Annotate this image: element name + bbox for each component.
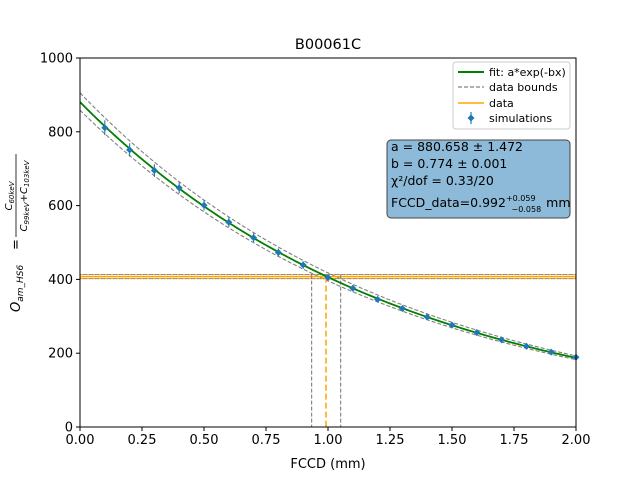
x-axis-label: FCCD (mm) [290, 457, 365, 472]
y-axis-ticks: 0 200 400 600 800 1000 [40, 52, 80, 436]
annotation-fccd: FCCD_data=0.992+0.059 −0.058 mm [391, 194, 571, 214]
x-tick-label: 1.50 [438, 433, 467, 448]
fit-upper-bound [79, 92, 577, 357]
x-axis-ticks: 0.00 0.25 0.50 0.75 1.00 1.25 1.50 1.75 2.00 [66, 427, 591, 448]
simulation-point [299, 261, 307, 269]
y-tick-label: 200 [48, 347, 73, 362]
y-label-plus: + [19, 194, 30, 202]
y-label-den1: C [19, 224, 30, 231]
simulation-point [473, 329, 481, 337]
x-tick-label: 2.00 [562, 433, 591, 448]
y-label-den1-sub: 99keV [23, 201, 31, 224]
simulation-point [274, 248, 282, 256]
simulation-point [200, 201, 208, 209]
svg-text:Oam_HS6: Oam_HS6 [9, 265, 26, 312]
simulation-point [126, 146, 134, 154]
simulation-points [101, 120, 580, 361]
simulation-point [349, 284, 357, 292]
y-label-lhs: O [9, 302, 24, 312]
y-axis-label: Oam_HS6 = C60keV C99keV+C103keV [4, 154, 31, 312]
simulation-point [398, 305, 406, 313]
x-tick-label: 0.50 [190, 433, 219, 448]
x-tick-label: 0.00 [66, 433, 95, 448]
annotation-a: a = 880.658 ± 1.472 [391, 139, 523, 154]
x-tick-label: 1.75 [500, 433, 529, 448]
simulation-point [101, 124, 109, 132]
plot-area [79, 92, 580, 427]
simulation-point [374, 295, 382, 303]
annotation-chi2: χ²/dof = 0.33/20 [391, 173, 494, 188]
legend-label-fit: fit: a*exp(-bx) [489, 66, 566, 79]
y-tick-label: 800 [48, 125, 73, 140]
simulation-point [250, 234, 258, 242]
simulation-point [324, 274, 332, 282]
legend-label-simulations: simulations [489, 112, 552, 125]
legend-label-bounds: data bounds [489, 81, 558, 94]
simulation-point [547, 348, 555, 356]
legend-swatch-sim-marker [467, 114, 475, 122]
x-tick-label: 1.00 [314, 433, 343, 448]
simulation-point [498, 336, 506, 344]
y-tick-label: 600 [48, 199, 73, 214]
x-tick-label: 0.25 [128, 433, 157, 448]
y-tick-label: 1000 [40, 52, 73, 67]
fit-annotation: a = 880.658 ± 1.472 b = 0.774 ± 0.001 χ²… [386, 139, 571, 219]
chart-title: B00061C [295, 37, 361, 53]
y-label-den2: C [19, 187, 30, 194]
simulation-point [150, 167, 158, 175]
y-label-equals: = [9, 239, 24, 250]
legend-box [452, 61, 571, 130]
y-label-lhs-sub: am_HS6 [16, 265, 26, 302]
annotation-box [386, 139, 571, 219]
svg-text:C99keV+C103keV: C99keV+C103keV [19, 159, 31, 231]
simulation-point [522, 342, 530, 350]
y-label-den2-sub: 103keV [23, 159, 31, 187]
svg-text:C60keV: C60keV [4, 180, 16, 210]
y-label-num-sub: 60keV [8, 180, 16, 203]
simulation-point [448, 321, 456, 329]
x-tick-label: 1.25 [376, 433, 405, 448]
simulation-point [423, 313, 431, 321]
simulation-point [175, 184, 183, 192]
annotation-b: b = 0.774 ± 0.001 [391, 156, 507, 171]
y-tick-label: 400 [48, 273, 73, 288]
y-label-num: C [4, 204, 15, 211]
x-tick-label: 0.75 [252, 433, 281, 448]
y-tick-label: 0 [65, 421, 73, 436]
legend: fit: a*exp(-bx) data bounds data simulat… [452, 61, 571, 130]
legend-label-data: data [489, 97, 514, 110]
simulation-point [225, 218, 233, 226]
